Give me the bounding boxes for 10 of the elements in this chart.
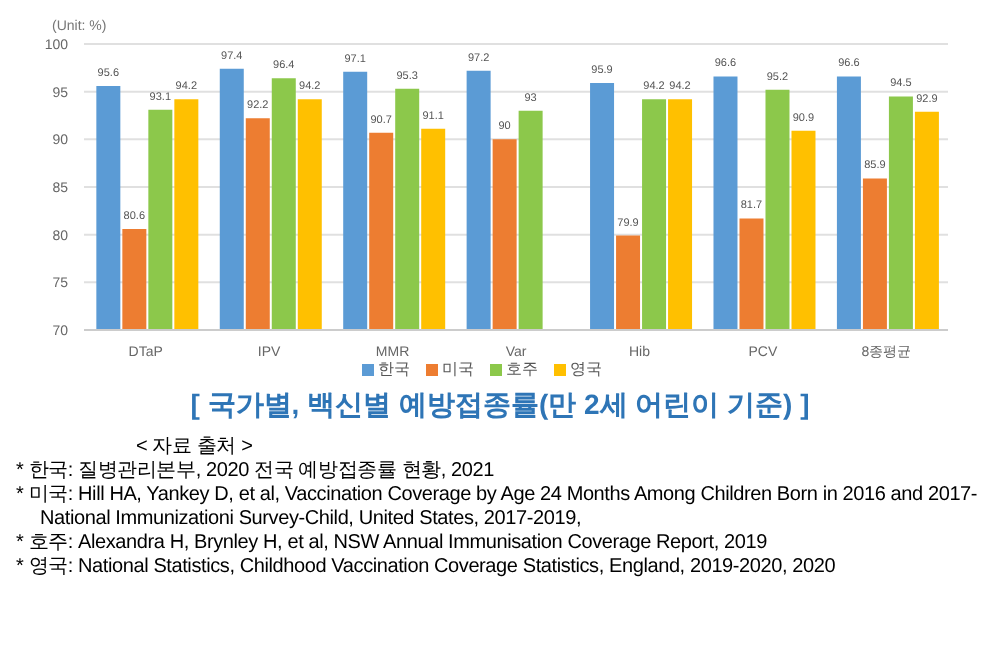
text: * 한국: 질병관리본부, 2020 전국 예방접종률 현황, 2021	[16, 460, 496, 484]
text: [ 국가별, 백신별 예방접종률(만 2세 어린이 기준) ]	[188, 388, 812, 424]
legend-label: 호주	[504, 358, 538, 380]
legend-label: 미국	[440, 358, 474, 380]
legend-label: 영국	[568, 358, 602, 380]
text: < 자료 출처 >	[134, 436, 255, 460]
text: * 미국: Hill HA, Yankey D, et al, Vaccination Coverage by Age 24 Months Among Children Born in 2016 and 2017-National Immunizationi Survey-Child, United States, 2017-2019,	[16, 484, 980, 532]
legend-label: 한국	[376, 358, 410, 380]
text: * 호주: Alexandra H, Brynley H, et al, NSW Annual Immunisation Coverage Report, 2019	[16, 532, 769, 556]
text: * 영국: National Statistics, Childhood Vaccination Coverage Statistics, England, 2019-2020, 2020	[16, 556, 838, 580]
